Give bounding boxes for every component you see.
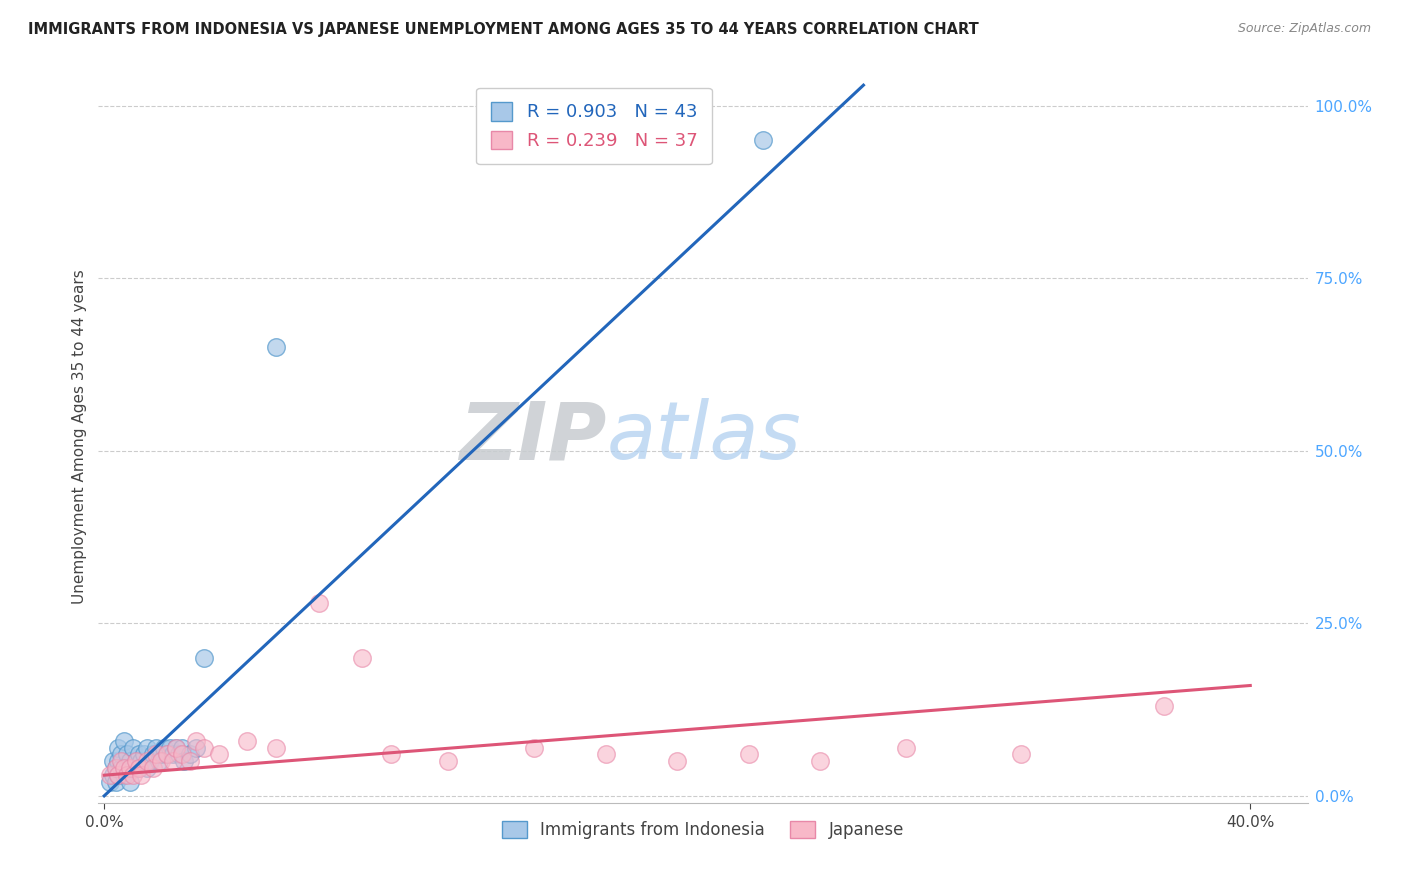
Point — [128, 747, 150, 762]
Point — [121, 740, 143, 755]
Point — [110, 755, 132, 769]
Point — [107, 740, 129, 755]
Point — [107, 768, 129, 782]
Text: ZIP: ZIP — [458, 398, 606, 476]
Point — [595, 747, 617, 762]
Point — [150, 747, 173, 762]
Point — [131, 768, 153, 782]
Point — [139, 755, 162, 769]
Point — [104, 761, 127, 775]
Point — [264, 340, 287, 354]
Point — [170, 747, 193, 762]
Point — [179, 755, 201, 769]
Point — [1010, 747, 1032, 762]
Point — [98, 775, 121, 789]
Point — [110, 747, 132, 762]
Point — [118, 775, 141, 789]
Point — [170, 740, 193, 755]
Text: IMMIGRANTS FROM INDONESIA VS JAPANESE UNEMPLOYMENT AMONG AGES 35 TO 44 YEARS COR: IMMIGRANTS FROM INDONESIA VS JAPANESE UN… — [28, 22, 979, 37]
Point — [1153, 699, 1175, 714]
Point — [153, 740, 176, 755]
Point — [184, 740, 207, 755]
Point — [131, 755, 153, 769]
Point — [104, 761, 127, 775]
Point — [118, 761, 141, 775]
Point — [150, 755, 173, 769]
Point — [738, 747, 761, 762]
Point — [167, 747, 190, 762]
Point — [148, 755, 170, 769]
Point — [142, 747, 165, 762]
Point — [165, 740, 187, 755]
Point — [236, 733, 259, 747]
Point — [98, 768, 121, 782]
Point — [184, 733, 207, 747]
Point — [145, 740, 167, 755]
Point — [115, 747, 138, 762]
Point — [136, 761, 159, 775]
Point — [136, 740, 159, 755]
Point — [437, 755, 460, 769]
Point — [124, 755, 146, 769]
Point — [145, 747, 167, 762]
Point — [752, 133, 775, 147]
Point — [121, 761, 143, 775]
Legend: Immigrants from Indonesia, Japanese: Immigrants from Indonesia, Japanese — [495, 814, 911, 846]
Point — [193, 740, 215, 755]
Point — [104, 775, 127, 789]
Point — [107, 755, 129, 769]
Y-axis label: Unemployment Among Ages 35 to 44 years: Unemployment Among Ages 35 to 44 years — [72, 269, 87, 605]
Point — [128, 761, 150, 775]
Point — [121, 768, 143, 782]
Point — [350, 651, 373, 665]
Point — [165, 740, 187, 755]
Point — [118, 755, 141, 769]
Point — [896, 740, 918, 755]
Point — [523, 740, 546, 755]
Point — [179, 747, 201, 762]
Point — [101, 755, 124, 769]
Point — [115, 768, 138, 782]
Point — [193, 651, 215, 665]
Point — [124, 755, 146, 769]
Point — [159, 740, 181, 755]
Point — [156, 747, 179, 762]
Point — [380, 747, 402, 762]
Point — [110, 761, 132, 775]
Text: atlas: atlas — [606, 398, 801, 476]
Point — [208, 747, 231, 762]
Point — [810, 755, 832, 769]
Point — [162, 755, 184, 769]
Point — [142, 761, 165, 775]
Point — [107, 768, 129, 782]
Text: Source: ZipAtlas.com: Source: ZipAtlas.com — [1237, 22, 1371, 36]
Point — [101, 768, 124, 782]
Point — [112, 768, 135, 782]
Point — [173, 755, 195, 769]
Point — [134, 747, 156, 762]
Point — [112, 761, 135, 775]
Point — [264, 740, 287, 755]
Point — [666, 755, 689, 769]
Point — [308, 596, 330, 610]
Point — [128, 761, 150, 775]
Point — [115, 761, 138, 775]
Point — [136, 755, 159, 769]
Point — [112, 733, 135, 747]
Point — [156, 747, 179, 762]
Point — [162, 747, 184, 762]
